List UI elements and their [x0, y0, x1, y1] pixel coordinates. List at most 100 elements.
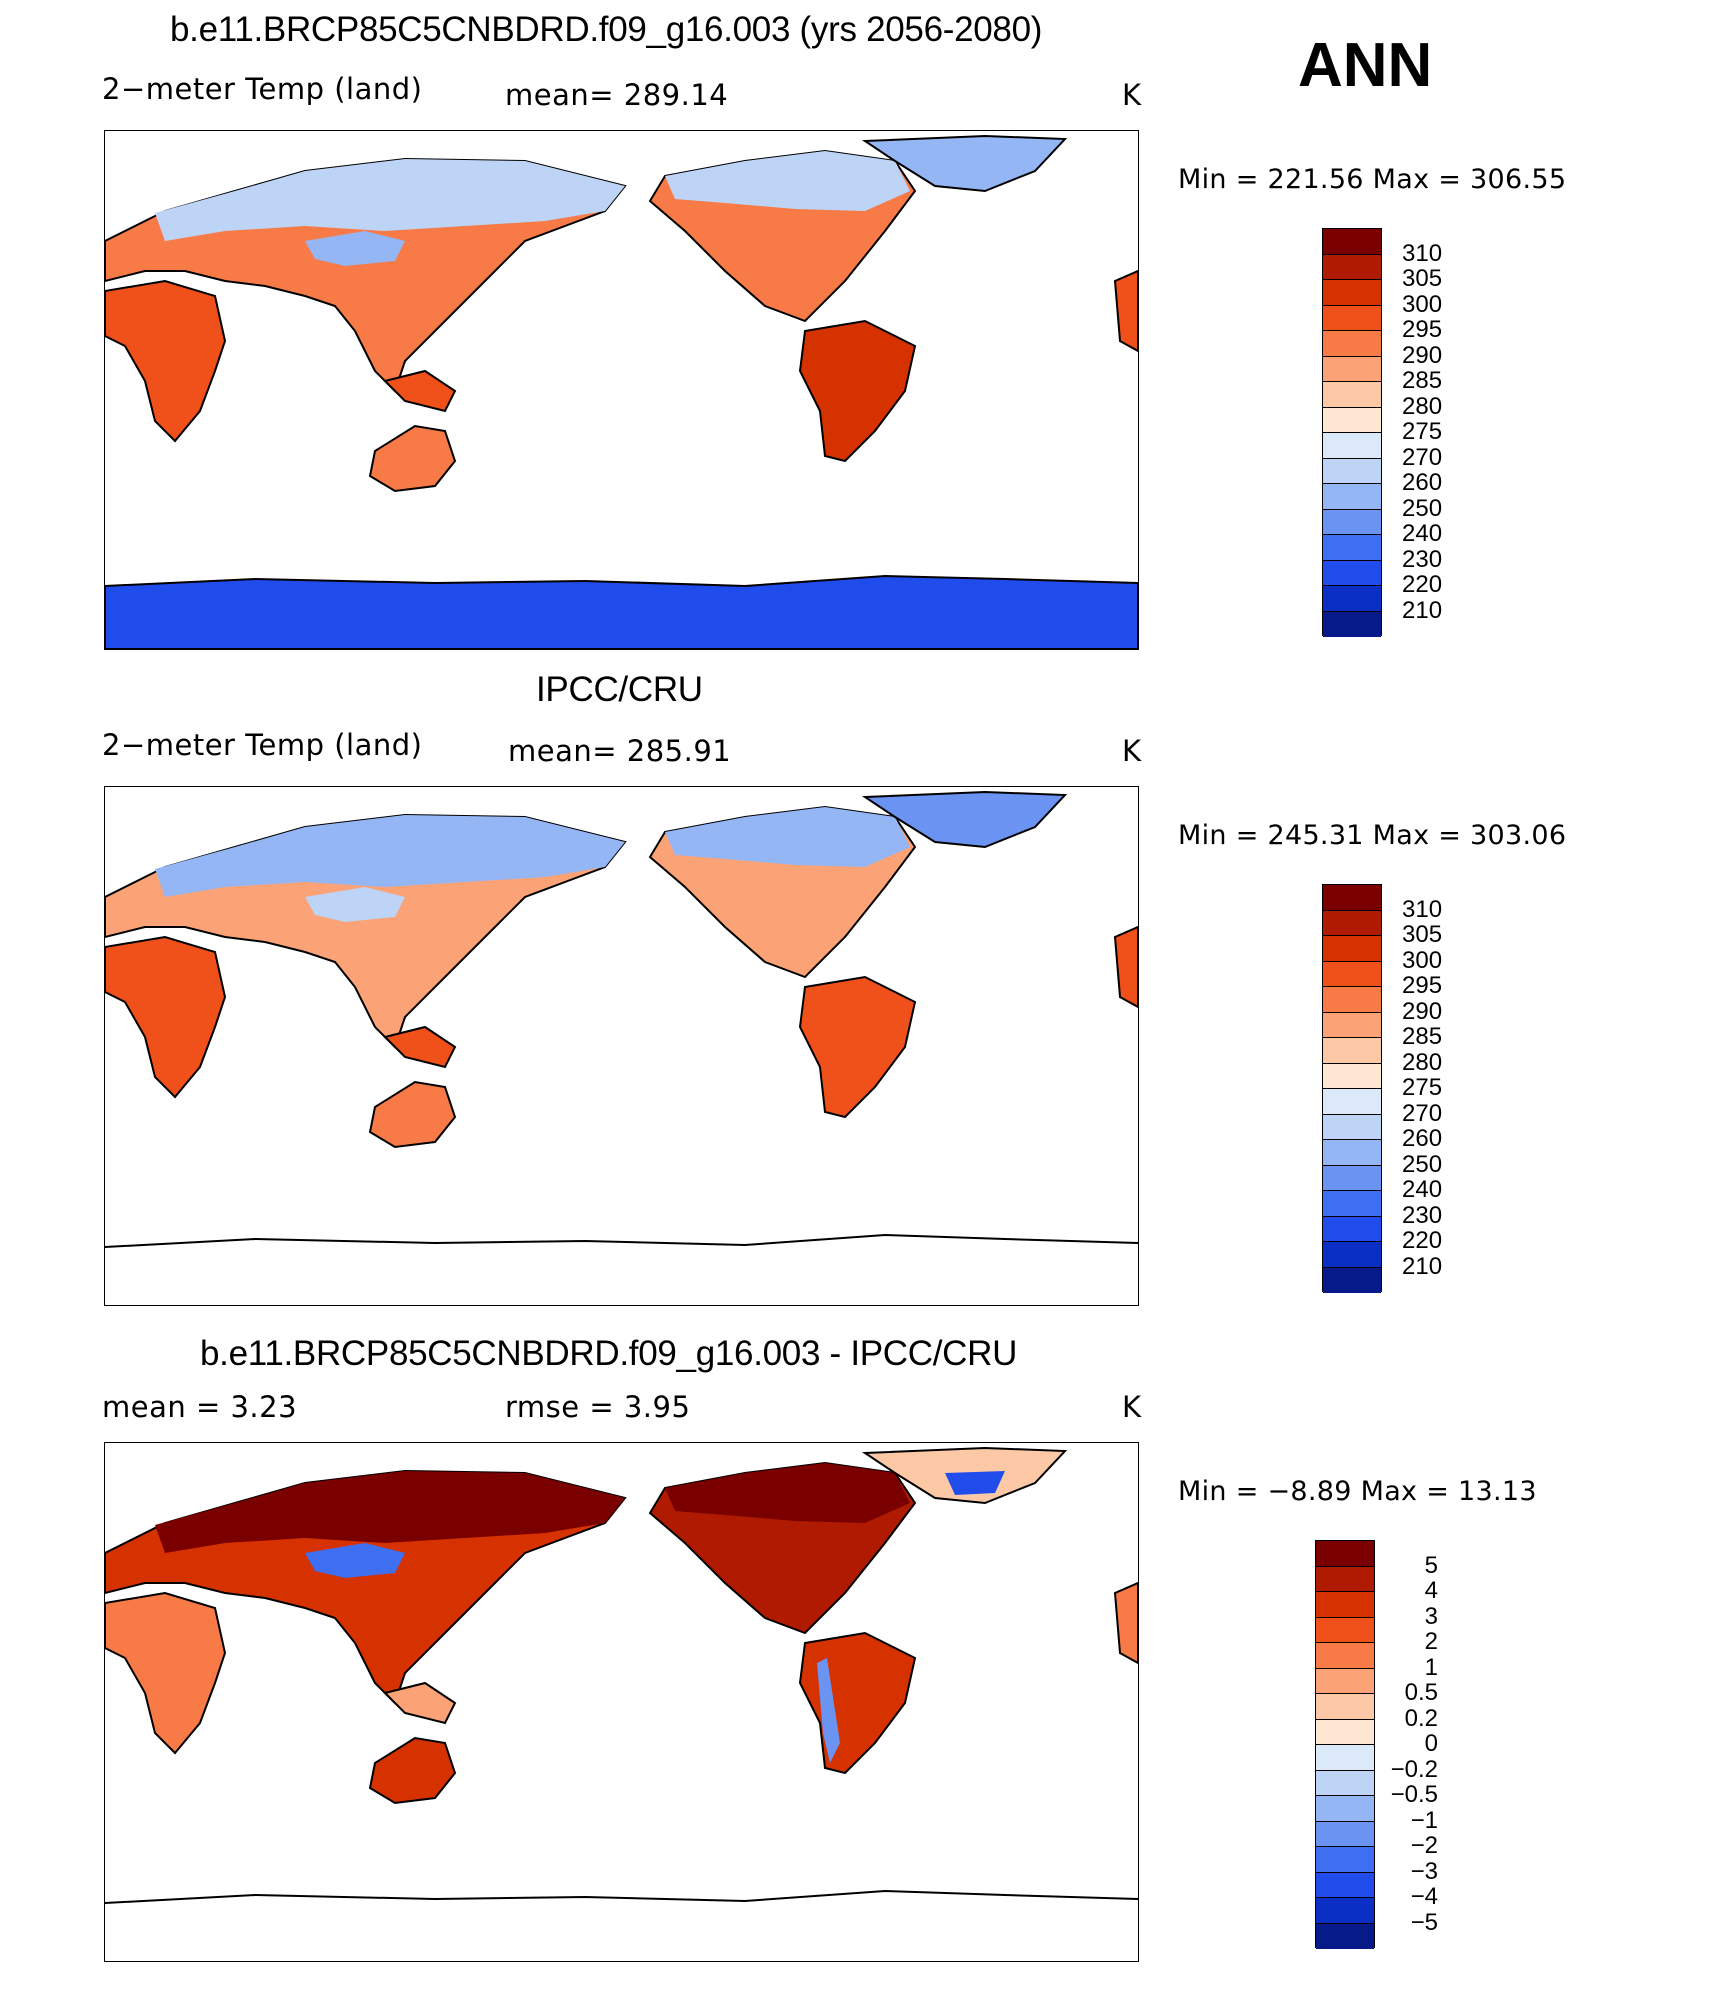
se-asia-islands [383, 1025, 457, 1069]
panel3-title: b.e11.BRCP85C5CNBDRD.f09_g16.003 - IPCC/… [200, 1334, 1018, 1373]
panel1-colorbar [1322, 228, 1382, 637]
antarctica-outline [105, 1889, 1138, 1904]
colorbar-swatch [1323, 987, 1381, 1013]
colorbar-tick-label: 280 [1402, 1048, 1443, 1076]
se-asia-islands [383, 1681, 457, 1725]
siberia-warm [155, 1471, 625, 1553]
colorbar-tick-label: −0.2 [1390, 1755, 1438, 1783]
panel1-map-svg [105, 134, 1138, 649]
colorbar-swatch [1323, 382, 1381, 408]
colorbar-tick-label: 290 [1402, 997, 1443, 1025]
colorbar-tick-label: 260 [1402, 1125, 1443, 1152]
season-label: ANN [1298, 31, 1433, 100]
siberia-cold [155, 815, 625, 897]
colorbar-swatch [1323, 936, 1381, 962]
colorbar-swatch [1323, 1242, 1381, 1268]
colorbar-swatch [1316, 1796, 1374, 1822]
colorbar-swatch [1323, 305, 1381, 331]
africa-land [105, 935, 227, 1099]
colorbar-tick-label: 220 [1402, 1227, 1443, 1254]
panel2-title: IPCC/CRU [536, 670, 703, 709]
panel2-minmax: Min = 245.31 Max = 303.06 [1178, 820, 1567, 851]
colorbar-tick-label: 230 [1402, 1201, 1443, 1229]
africa-land [105, 279, 227, 443]
africa-east-edge [1113, 925, 1138, 1009]
colorbar-swatch [1323, 1012, 1381, 1038]
colorbar-tick-label: 310 [1402, 239, 1443, 267]
panel2-variable: 2−meter Temp (land) [102, 728, 423, 762]
tibet-cold [305, 231, 405, 266]
canada-cold [665, 151, 910, 211]
colorbar-swatch [1323, 484, 1381, 510]
panel2-map-svg [105, 790, 1138, 1248]
colorbar-tick-label: 0.2 [1404, 1704, 1438, 1732]
colorbar-tick-label: 2 [1424, 1628, 1438, 1655]
tibet-cool [305, 1543, 405, 1578]
panel1-minmax: Min = 221.56 Max = 306.55 [1178, 164, 1567, 195]
colorbar-tick-label: 0.5 [1404, 1679, 1438, 1706]
colorbar-tick-label: 275 [1402, 418, 1443, 445]
colorbar-swatch [1316, 1872, 1374, 1898]
siberia-cold [155, 159, 625, 241]
colorbar-tick-label: 305 [1402, 265, 1443, 292]
panel3-units: K [1122, 1390, 1142, 1424]
se-asia-islands [383, 369, 457, 413]
colorbar-tick-label: 220 [1402, 571, 1443, 598]
colorbar-tick-label: 260 [1402, 469, 1443, 496]
panel3-minmax: Min = −8.89 Max = 13.13 [1178, 1476, 1537, 1507]
colorbar-tick-label: 240 [1402, 520, 1443, 547]
panel1-units: K [1122, 78, 1142, 112]
panel1-variable: 2−meter Temp (land) [102, 72, 423, 106]
colorbar-tick-label: 4 [1424, 1577, 1438, 1604]
panel2-map [104, 786, 1139, 1306]
colorbar-swatch [1323, 885, 1381, 911]
colorbar-tick-label: −5 [1410, 1908, 1438, 1936]
colorbar-tick-label: 270 [1402, 443, 1443, 471]
colorbar-swatch [1323, 1089, 1381, 1115]
colorbar-tick-label: 250 [1402, 1150, 1443, 1178]
greenland-land [861, 134, 1068, 193]
panel1-title: b.e11.BRCP85C5CNBDRD.f09_g16.003 (yrs 20… [170, 10, 1043, 49]
colorbar-tick-label: 270 [1402, 1099, 1443, 1127]
colorbar-swatch [1323, 535, 1381, 561]
tibet-cold [305, 887, 405, 922]
colorbar-tick-label: 295 [1402, 316, 1443, 343]
colorbar-swatch [1323, 1267, 1381, 1293]
colorbar-tick-label: 310 [1402, 895, 1443, 923]
colorbar-swatch [1323, 586, 1381, 612]
colorbar-tick-label: 280 [1402, 392, 1443, 420]
colorbar-swatch [1323, 1216, 1381, 1242]
africa-land [105, 1591, 227, 1755]
australia-land [368, 1736, 457, 1805]
australia-land [368, 424, 457, 493]
colorbar-swatch [1316, 1847, 1374, 1873]
colorbar-swatch [1316, 1643, 1374, 1669]
colorbar-swatch [1323, 254, 1381, 280]
panel2-colorbar [1322, 884, 1382, 1293]
colorbar-tick-label: 230 [1402, 545, 1443, 573]
colorbar-tick-label: 0 [1424, 1730, 1438, 1757]
colorbar-swatch [1316, 1617, 1374, 1643]
colorbar-tick-label: 285 [1402, 367, 1443, 394]
panel3-map [104, 1442, 1139, 1962]
colorbar-swatch [1316, 1592, 1374, 1618]
colorbar-swatch [1323, 1038, 1381, 1064]
colorbar-swatch [1323, 356, 1381, 382]
colorbar-swatch [1316, 1694, 1374, 1720]
colorbar-swatch [1323, 611, 1381, 637]
colorbar-swatch [1316, 1745, 1374, 1771]
colorbar-swatch [1323, 280, 1381, 306]
colorbar-tick-label: 300 [1402, 946, 1443, 974]
colorbar-swatch [1323, 229, 1381, 255]
south-america-land [798, 975, 917, 1119]
colorbar-tick-label: −3 [1410, 1857, 1438, 1885]
colorbar-swatch [1316, 1566, 1374, 1592]
colorbar-swatch [1323, 1165, 1381, 1191]
colorbar-tick-label: 240 [1402, 1176, 1443, 1203]
colorbar-swatch [1316, 1923, 1374, 1949]
panel2-mean: mean= 285.91 [508, 734, 732, 768]
colorbar-swatch [1323, 433, 1381, 459]
colorbar-tick-label: 290 [1402, 341, 1443, 369]
south-america-land [798, 319, 917, 463]
colorbar-tick-label: 305 [1402, 921, 1443, 948]
